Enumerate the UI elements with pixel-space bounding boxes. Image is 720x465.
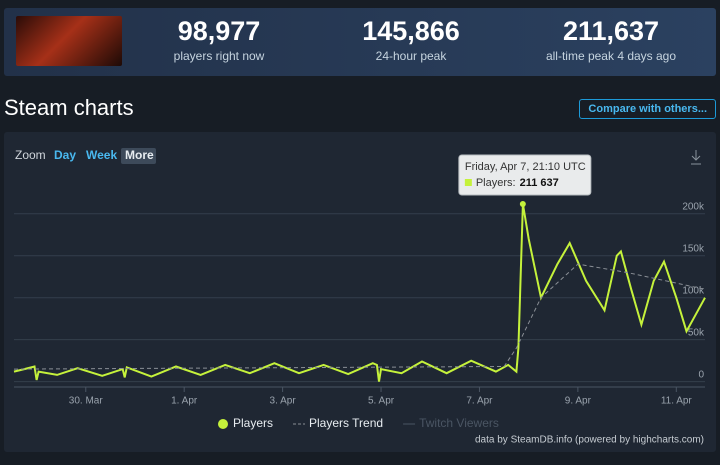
series-line — [13, 203, 706, 382]
x-tick-label: 7. Apr — [466, 396, 493, 407]
stat: 211,637 all-time peak 4 days ago — [516, 16, 706, 63]
tooltip-value: 211 637 — [520, 177, 559, 189]
stat-value: 211,637 — [562, 16, 660, 46]
download-icon[interactable] — [691, 150, 701, 165]
stat-label: all-time peak 4 days ago — [545, 49, 677, 63]
series-line — [13, 263, 706, 370]
x-tick-label: 11. Apr — [661, 396, 693, 407]
hover-point — [519, 200, 526, 207]
zoom-option[interactable]: Week — [86, 148, 117, 162]
zoom-selected — [121, 148, 156, 164]
x-tick-label: 1. Apr — [171, 396, 198, 407]
y-tick-label: 100k — [682, 285, 705, 296]
y-tick-label: 50k — [688, 327, 705, 338]
y-tick-label: 0 — [698, 369, 704, 380]
zoom-label: Zoom — [15, 148, 46, 162]
stat: 145,866 24-hour peak — [316, 16, 506, 63]
x-tick-label: 3. Apr — [270, 396, 297, 407]
zoom-option[interactable]: Day — [54, 148, 76, 162]
compare-button[interactable]: Compare with others... — [579, 99, 716, 119]
stat-value: 98,977 — [177, 16, 261, 46]
chart-panel — [4, 132, 716, 452]
stat-value: 145,866 — [362, 16, 460, 46]
tooltip-box — [458, 154, 592, 196]
x-tick-label: 9. Apr — [565, 396, 592, 407]
stat-label: 24-hour peak — [375, 49, 447, 63]
stat-label: players right now — [173, 49, 265, 63]
x-tick-label: 5. Apr — [368, 396, 395, 407]
tooltip-symbol — [464, 179, 472, 186]
y-tick-label: 150k — [682, 243, 705, 254]
legend-label[interactable]: Players — [233, 416, 273, 430]
stats-card: 98,977 players right now 145,866 24-hour p… — [4, 8, 716, 76]
legend-symbol — [218, 419, 228, 429]
credits: data by SteamDB.info (powered by highcha… — [475, 435, 704, 446]
stat: 98,977 players right now — [124, 16, 314, 63]
game-logo — [16, 16, 122, 66]
x-tick-label: 30. Mar — [69, 396, 104, 407]
y-tick-label: 200k — [682, 201, 705, 212]
tooltip-label: Players: — [476, 177, 516, 189]
section-title: Steam charts — [4, 95, 134, 120]
legend-label[interactable]: Twitch Viewers — [419, 416, 499, 430]
zoom-option[interactable]: More — [125, 148, 154, 162]
chart: Zoom Day Week More data by SteamDB.info … — [4, 132, 716, 452]
legend-label[interactable]: Players Trend — [309, 416, 383, 430]
tooltip: Friday, Apr 7, 21:10 UTC Players: 211 637 — [458, 154, 592, 196]
tooltip-title: Friday, Apr 7, 21:10 UTC — [465, 161, 586, 173]
